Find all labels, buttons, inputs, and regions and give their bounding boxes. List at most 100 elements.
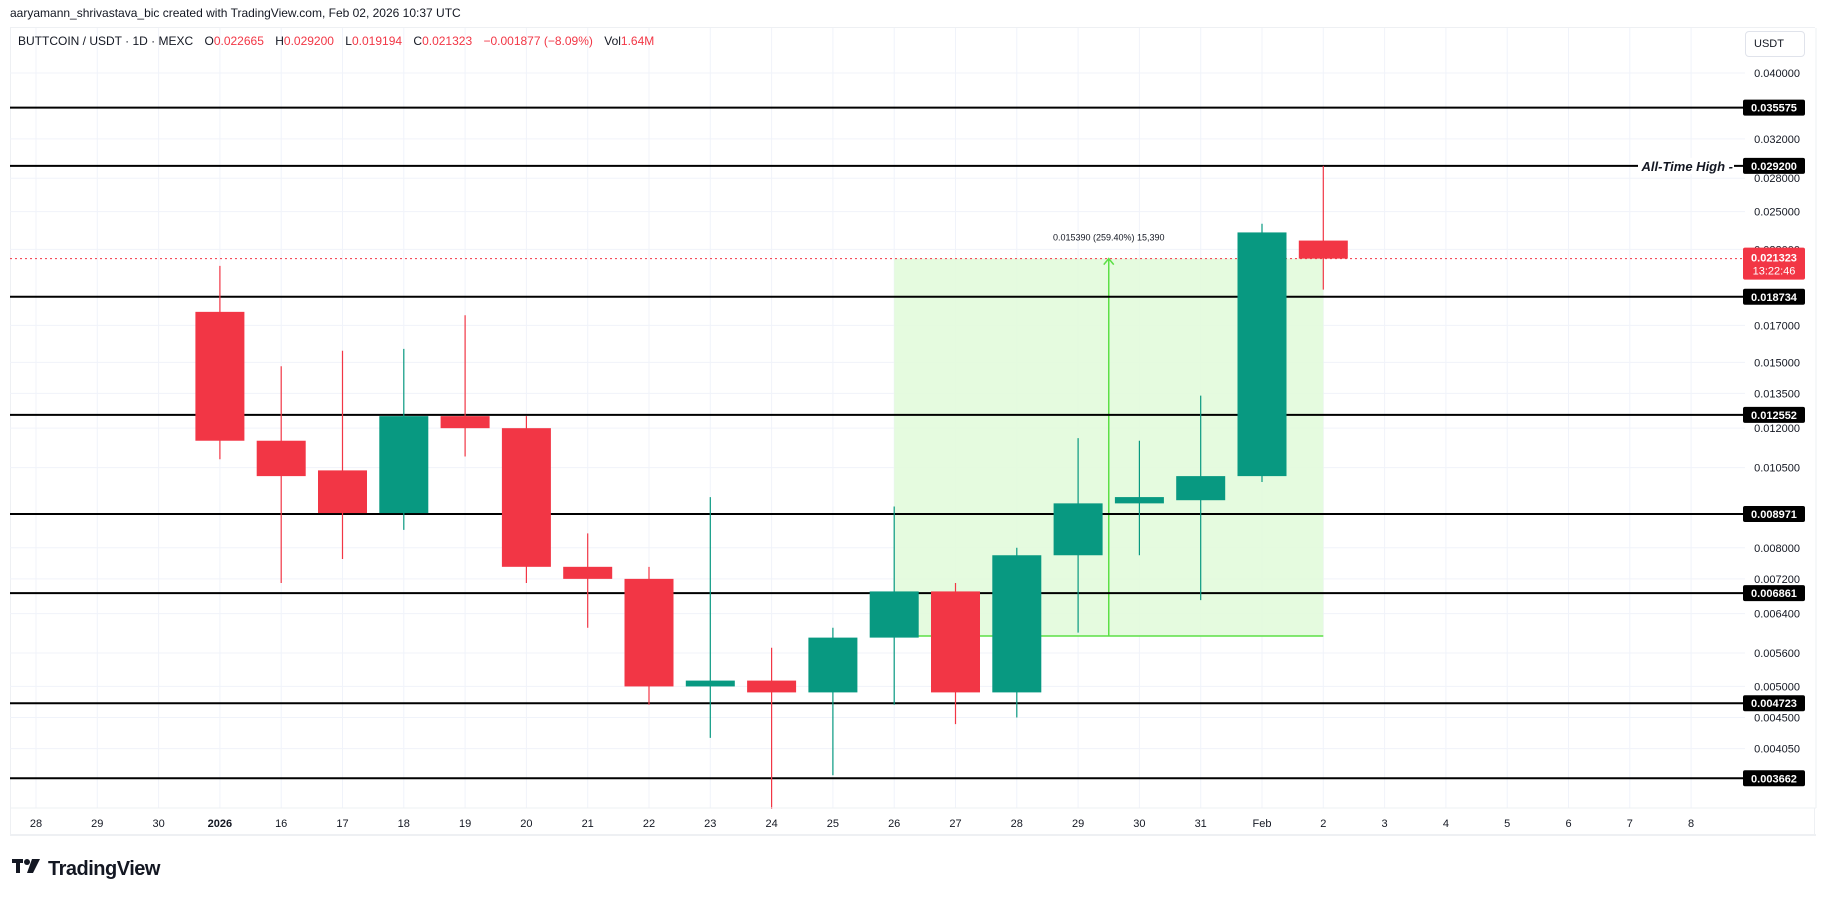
symbol-title[interactable]: BUTTCOIN / USDT · 1D · MEXC <box>18 34 194 48</box>
price-tick-label: 0.040000 <box>1754 68 1800 80</box>
price-tick-label: 0.004500 <box>1754 713 1800 725</box>
candle-down[interactable] <box>563 566 613 579</box>
price-level-tag <box>1743 505 1805 522</box>
price-tick-label: 0.025000 <box>1754 207 1800 219</box>
candle-down[interactable] <box>195 311 245 441</box>
volume-label: Vol <box>604 34 621 48</box>
price-tick-label: 0.007200 <box>1754 574 1800 586</box>
candle-down[interactable] <box>747 680 797 693</box>
price-level-tag <box>1743 585 1805 602</box>
price-tick-label: 0.008000 <box>1754 543 1800 555</box>
all-time-high-label: All-Time High - <box>1641 159 1733 174</box>
open-value: 0.022665 <box>213 34 264 48</box>
price-level-tag <box>1743 288 1805 305</box>
price-tick-label: 0.032000 <box>1754 134 1800 146</box>
candle-up[interactable] <box>992 555 1042 693</box>
close-label: C <box>413 34 423 48</box>
price-tick-label: 0.028000 <box>1754 173 1800 185</box>
price-level-tag <box>1743 157 1805 174</box>
current-price-value: 0.021323 <box>1751 253 1797 265</box>
tradingview-logo-text: TradingView <box>48 857 160 880</box>
date-tick-label: 26 <box>888 818 900 830</box>
date-tick-label: 28 <box>1011 818 1023 830</box>
price-level-tag-label: 0.035575 <box>1751 103 1797 115</box>
date-tick-label: 17 <box>336 818 348 830</box>
candle-up[interactable] <box>808 637 858 693</box>
price-tick-label: 0.004050 <box>1754 744 1800 756</box>
date-tick-label: 2026 <box>208 818 232 830</box>
date-tick-label: 8 <box>1688 818 1694 830</box>
candle-down[interactable] <box>501 428 551 567</box>
price-level-tag-label: 0.018734 <box>1751 292 1798 304</box>
candle-up[interactable] <box>1237 232 1287 477</box>
chart-credit: aaryamann_shrivastava_bic created with T… <box>10 6 461 20</box>
low-value: 0.019194 <box>351 34 403 48</box>
annotation-bg <box>1638 157 1734 174</box>
price-level-tag <box>1743 695 1805 712</box>
measure-label: 0.015390 (259.40%) 15,390 <box>1053 233 1165 243</box>
price-tick-label: 0.005600 <box>1754 648 1800 660</box>
candle-up[interactable] <box>1114 497 1164 504</box>
candle-countdown: 13:22:46 <box>1753 266 1796 278</box>
candle-up[interactable] <box>685 680 735 687</box>
current-price-tag <box>1743 247 1805 280</box>
price-tick-label: 0.013500 <box>1754 388 1800 400</box>
volume-value: 1.64M <box>620 34 655 48</box>
date-tick-label: 27 <box>949 818 961 830</box>
candle-up[interactable] <box>1176 476 1226 501</box>
price-tick-label: 0.006400 <box>1754 609 1800 621</box>
tradingview-logo-icon <box>12 857 42 881</box>
change-value: −0.001877 (−8.09%) <box>483 34 593 48</box>
currency-button[interactable]: USDT <box>1745 31 1805 57</box>
candle-down[interactable] <box>624 578 674 687</box>
date-tick-label: 23 <box>704 818 716 830</box>
price-level-tag-label: 0.003662 <box>1751 773 1797 785</box>
candle-down[interactable] <box>440 416 490 429</box>
candle-down[interactable] <box>1298 240 1348 259</box>
close-value: 0.021323 <box>422 34 473 48</box>
candle-down[interactable] <box>256 440 306 477</box>
date-tick-label: 6 <box>1565 818 1571 830</box>
date-tick-label: 3 <box>1382 818 1388 830</box>
date-tick-label: Feb <box>1253 818 1272 830</box>
candle-up[interactable] <box>869 591 919 638</box>
date-tick-label: 29 <box>1072 818 1084 830</box>
candle-up[interactable] <box>1053 503 1103 556</box>
price-level-tag-label: 0.004723 <box>1751 698 1797 710</box>
date-tick-label: 30 <box>1133 818 1145 830</box>
symbol-legend: BUTTCOIN / USDT · 1D · MEXC O0.022665 H 0… <box>18 34 654 48</box>
date-tick-label: 28 <box>30 818 42 830</box>
price-tick-label: 0.012000 <box>1754 423 1800 435</box>
date-tick-label: 18 <box>398 818 410 830</box>
open-label: O <box>204 34 214 48</box>
measure-arrow-head-icon <box>1103 257 1115 266</box>
price-level-tag-label: 0.012552 <box>1751 410 1797 422</box>
date-tick-label: 16 <box>275 818 287 830</box>
date-tick-label: 25 <box>827 818 839 830</box>
price-tick-label: 0.005000 <box>1754 681 1800 693</box>
date-tick-label: 30 <box>152 818 164 830</box>
price-level-tag <box>1743 406 1805 423</box>
date-tick-label: 22 <box>643 818 655 830</box>
candle-down[interactable] <box>931 591 980 693</box>
candle-down[interactable] <box>318 470 367 514</box>
low-label: L <box>345 34 352 48</box>
price-level-tag-label: 0.006861 <box>1751 588 1797 600</box>
date-tick-label: 20 <box>520 818 532 830</box>
date-tick-label: 24 <box>765 818 777 830</box>
date-tick-label: 19 <box>459 818 471 830</box>
price-level-tag-label: 0.008971 <box>1751 509 1797 521</box>
price-level-tag <box>1743 99 1805 116</box>
price-level-tag-label: 0.029200 <box>1751 161 1797 173</box>
candle-up[interactable] <box>379 416 429 514</box>
date-tick-label: 5 <box>1504 818 1510 830</box>
price-tick-label: 0.015000 <box>1754 357 1800 369</box>
price-tick-label: 0.017000 <box>1754 320 1800 332</box>
price-level-tag <box>1743 770 1805 787</box>
date-tick-label: 21 <box>582 818 594 830</box>
high-label: H <box>275 34 284 48</box>
date-tick-label: 2 <box>1320 818 1326 830</box>
date-tick-label: 7 <box>1627 818 1633 830</box>
tradingview-logo[interactable]: TradingView <box>12 857 160 881</box>
